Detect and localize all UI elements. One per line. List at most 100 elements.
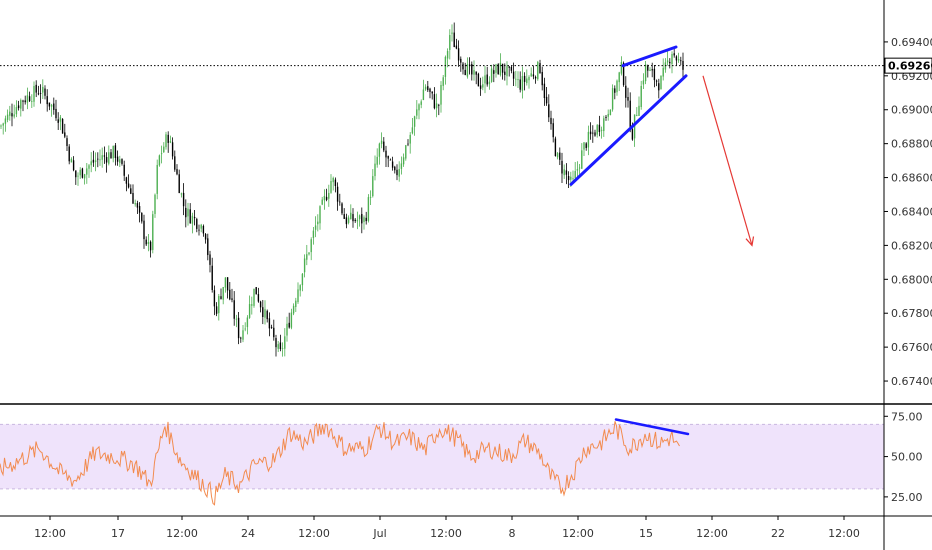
candle-body: [70, 158, 73, 163]
candle-body: [255, 287, 257, 295]
candle-body: [108, 152, 110, 164]
time-tick-label: 8: [509, 527, 516, 540]
candle-body: [640, 85, 642, 107]
candle-body: [11, 113, 13, 117]
time-tick-label: 12:00: [298, 527, 330, 540]
candle-body: [464, 69, 466, 76]
candle-body: [152, 214, 154, 250]
candle-body: [429, 88, 431, 92]
candle-body: [319, 206, 321, 224]
candle-body: [585, 143, 587, 149]
candle-body: [609, 109, 612, 115]
candle-body: [631, 129, 634, 140]
candle-body: [666, 60, 669, 63]
candle-body: [94, 160, 97, 162]
candle-body: [506, 66, 508, 77]
candle-body: [20, 100, 22, 109]
candle-body: [548, 104, 550, 118]
candle-body: [279, 342, 282, 350]
candle-body: [112, 145, 114, 159]
wedge-lower-trendline[interactable]: [569, 74, 688, 186]
candle-body: [508, 66, 510, 68]
candle-body: [519, 79, 521, 90]
candle-body: [103, 155, 106, 157]
candle-body: [658, 83, 660, 91]
candle-body: [493, 70, 495, 74]
price-tick-label: 0.67400: [891, 375, 932, 388]
candle-body: [649, 69, 651, 71]
candle-body: [343, 214, 345, 219]
candle-body: [576, 169, 579, 171]
candle-body: [561, 160, 563, 174]
candle-body: [647, 65, 649, 71]
price-tick-label: 0.69000: [891, 104, 932, 117]
candle-body: [427, 86, 429, 91]
candle-body: [33, 86, 35, 102]
candle-body: [369, 196, 372, 198]
time-axis-ticks: 12:00 17 12:00 24 12:00 Jul 12:00 8 12:00 15 12:00…: [34, 516, 860, 540]
candle-body: [233, 300, 235, 319]
candle-body: [187, 208, 189, 217]
candle-body: [154, 194, 156, 214]
candle-body: [259, 301, 262, 308]
candle-body: [556, 153, 559, 158]
candle-body: [237, 317, 240, 339]
wedge-upper-trendline[interactable]: [621, 45, 678, 68]
candle-body: [336, 186, 339, 202]
candle-body: [475, 71, 477, 75]
candle-body: [402, 157, 405, 165]
projection-arrow[interactable]: [702, 75, 753, 246]
candle-body: [6, 114, 9, 120]
candle-body: [306, 254, 308, 260]
candle-body: [127, 183, 130, 188]
candle-body: [677, 59, 680, 61]
candle-body: [202, 225, 205, 234]
candle-body: [332, 177, 334, 183]
candle-body: [589, 131, 592, 135]
candle-body: [605, 116, 607, 118]
price-tick-label: 0.68200: [891, 239, 932, 252]
candle-body: [565, 170, 568, 175]
rsi-divergence-trendline[interactable]: [614, 418, 690, 436]
candle-body: [655, 80, 658, 82]
candle-body: [229, 289, 231, 300]
candle-body: [596, 125, 598, 135]
candle-body: [341, 203, 343, 214]
candle-body: [143, 220, 145, 240]
candle-body: [138, 206, 141, 213]
candle-body: [592, 132, 594, 134]
candle-body: [198, 229, 200, 231]
price-tick-label: 0.68400: [891, 205, 932, 218]
candle-body: [262, 307, 264, 318]
candle-body: [387, 155, 389, 159]
candle-body: [567, 176, 570, 181]
candle-body: [268, 318, 271, 329]
candle-body: [526, 78, 528, 84]
time-tick-label: 12:00: [430, 527, 462, 540]
candle-body: [101, 155, 103, 160]
candle-body: [86, 168, 88, 175]
candle-body: [257, 294, 260, 302]
candle-body: [440, 84, 442, 105]
candle-body: [484, 75, 486, 84]
candle-body: [669, 61, 671, 64]
candle-body: [134, 203, 136, 205]
candle-body: [46, 96, 48, 105]
candle-body: [141, 212, 143, 222]
candle-body: [61, 118, 64, 134]
candle-body: [350, 212, 352, 219]
candle-body: [2, 123, 4, 126]
candle-body: [607, 113, 609, 117]
candle-body: [132, 192, 134, 204]
time-tick-label: 12:00: [696, 527, 728, 540]
candle-body: [541, 71, 543, 86]
price-panel-bg: [0, 0, 884, 403]
candle-body: [405, 145, 407, 159]
candle-body: [264, 309, 266, 318]
price-tick-label: 0.68600: [891, 172, 932, 185]
candle-body: [200, 224, 202, 229]
current-price-tag: [884, 57, 932, 74]
candle-body: [600, 129, 603, 131]
candle-body: [165, 134, 167, 148]
